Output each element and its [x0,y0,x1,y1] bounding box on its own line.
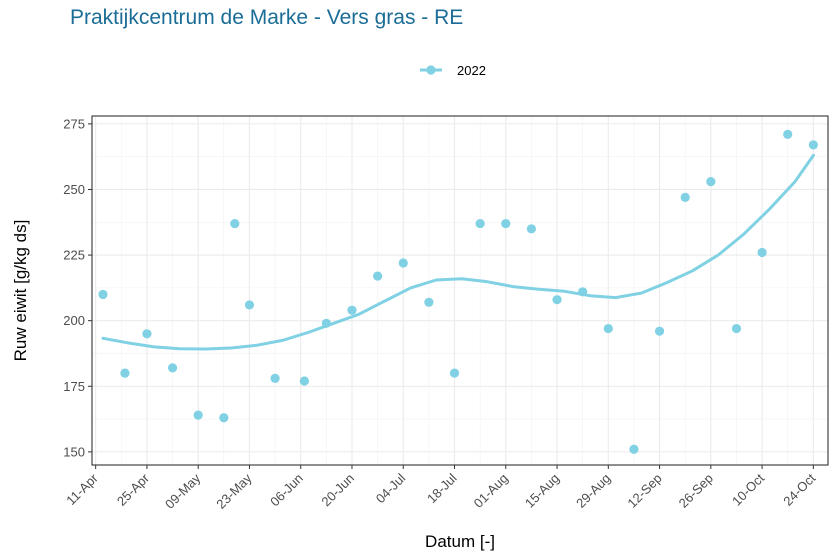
x-tick-label: 01-Aug [471,471,511,511]
chart-title: Praktijkcentrum de Marke - Vers gras - R… [70,6,464,29]
x-tick-label: 24-Oct [780,470,818,508]
data-point [167,363,178,373]
data-point [526,224,537,234]
x-tick-label: 12-Sep [624,471,664,511]
x-tick-label: 20-Jun [318,471,357,510]
data-point [731,323,742,334]
x-tick-label: 10-Oct [729,470,767,508]
data-point [783,129,793,139]
data-point [244,300,255,310]
data-point [654,326,665,336]
legend-key-point [426,65,436,75]
y-tick-label: 150 [63,444,85,459]
y-axis-title: Ruw eiwit [g/kg ds] [11,220,30,362]
plot-background [92,116,828,465]
data-point [578,287,588,297]
data-point [219,413,229,423]
data-point [98,289,108,300]
data-point [270,373,280,384]
x-tick-label: 23-May [213,470,255,512]
data-point [347,305,357,315]
x-tick-label: 06-Jun [267,471,306,510]
x-tick-label: 26-Sep [676,471,716,511]
y-tick-label: 200 [63,313,85,328]
data-point [142,329,152,339]
trend-line-2022 [101,153,815,351]
data-point [501,218,511,229]
data-point [603,323,613,334]
legend-label: 2022 [457,63,486,78]
data-point [552,295,562,305]
y-tick-label: 275 [63,116,85,131]
x-tick-label: 04-Jul [373,470,409,506]
data-point [706,177,716,187]
data-point [449,368,460,378]
data-point [230,218,240,229]
data-point [321,318,331,328]
data-point [808,140,818,150]
x-tick-label: 29-Aug [573,471,613,511]
y-tick-label: 250 [63,182,85,197]
data-point [680,192,690,202]
x-axis-title: Datum [-] [425,532,495,551]
y-tick-label: 175 [63,379,85,394]
data-point [373,271,383,281]
x-tick-label: 18-Jul [424,470,460,506]
data-point [475,218,485,229]
x-tick-label: 25-Apr [114,470,153,509]
data-point [398,258,408,268]
data-point [193,410,203,420]
data-point [120,368,130,378]
data-point [629,444,639,454]
y-tick-label: 225 [63,248,85,263]
x-tick-label: 15-Aug [522,471,562,511]
x-tick-label: 09-May [162,470,204,512]
plot-border [91,115,829,466]
data-point [299,376,309,386]
data-point [424,297,434,307]
x-tick-label: 11-Apr [63,470,101,508]
data-point [757,247,767,258]
